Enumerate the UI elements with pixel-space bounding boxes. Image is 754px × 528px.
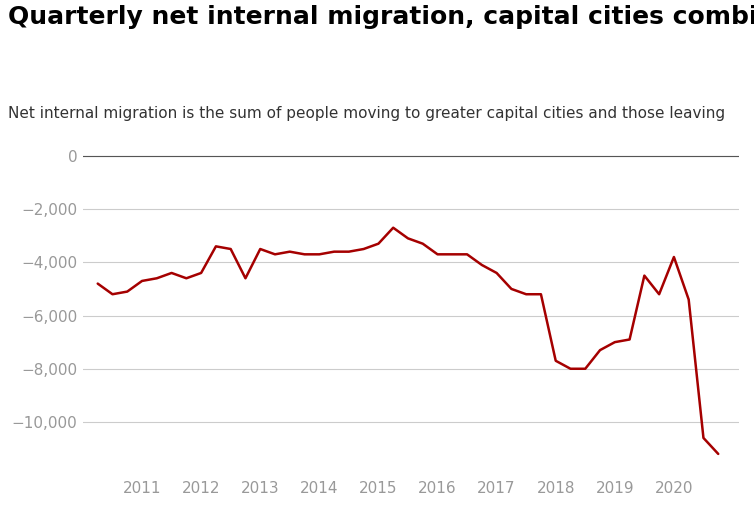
- Text: Quarterly net internal migration, capital cities combined: Quarterly net internal migration, capita…: [8, 5, 754, 29]
- Text: Net internal migration is the sum of people moving to greater capital cities and: Net internal migration is the sum of peo…: [8, 106, 725, 120]
